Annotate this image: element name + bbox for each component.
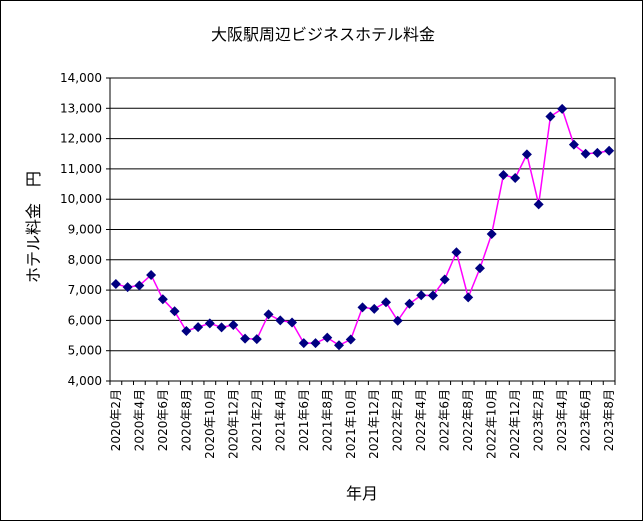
data-point <box>404 298 415 309</box>
x-tick-label: 2020年4月 <box>132 389 146 451</box>
data-point <box>557 103 568 114</box>
x-tick-label: 2022年12月 <box>508 389 522 459</box>
y-tick-label: 5,000 <box>68 344 102 358</box>
data-point <box>122 282 133 293</box>
y-tick-label: 12,000 <box>60 132 102 146</box>
x-tick-label: 2023年4月 <box>555 389 569 451</box>
x-tick-label: 2021年12月 <box>367 389 381 459</box>
x-tick-label: 2020年2月 <box>109 389 123 451</box>
data-point <box>592 147 603 158</box>
x-tick-label: 2021年2月 <box>250 389 264 451</box>
data-point <box>369 303 380 314</box>
x-tick-label: 2020年10月 <box>203 389 217 459</box>
data-point <box>157 294 168 305</box>
x-tick-label: 2022年2月 <box>391 389 405 451</box>
data-point <box>380 297 391 308</box>
y-tick-label: 11,000 <box>60 162 102 176</box>
data-point <box>439 274 450 285</box>
y-tick-label: 7,000 <box>68 283 102 297</box>
data-point <box>228 319 239 330</box>
data-point <box>357 302 368 313</box>
data-point <box>510 172 521 183</box>
data-point <box>181 326 192 337</box>
x-tick-label: 2021年10月 <box>344 389 358 459</box>
y-tick-label: 13,000 <box>60 101 102 115</box>
x-tick-label: 2022年10月 <box>485 389 499 459</box>
y-tick-label: 10,000 <box>60 192 102 206</box>
data-point <box>416 290 427 301</box>
data-point <box>498 169 509 180</box>
x-tick-label: 2020年6月 <box>156 389 170 451</box>
y-tick-label: 9,000 <box>68 223 102 237</box>
x-tick-label: 2021年4月 <box>273 389 287 451</box>
data-point <box>486 229 497 240</box>
data-point <box>310 338 321 349</box>
data-point <box>463 292 474 303</box>
y-tick-label: 8,000 <box>68 253 102 267</box>
y-tick-label: 14,000 <box>60 71 102 85</box>
chart-title: 大阪駅周辺ビジネスホテル料金 <box>211 25 435 44</box>
axes <box>106 77 616 385</box>
data-point <box>134 280 145 291</box>
x-tick-labels: 2020年2月 2020年4月 2020年6月 2020年8月 2020年10月 2020… <box>109 389 616 459</box>
x-tick-label: 2020年8月 <box>179 389 193 451</box>
x-tick-label: 2022年8月 <box>461 389 475 451</box>
x-tick-label: 2023年8月 <box>602 389 616 451</box>
data-point <box>263 309 274 320</box>
x-axis-title: 年月 <box>346 484 378 503</box>
data-point <box>169 306 180 317</box>
data-point <box>251 334 262 345</box>
x-tick-label: 2021年6月 <box>297 389 311 451</box>
x-tick-label: 2021年8月 <box>320 389 334 451</box>
data-point <box>580 148 591 159</box>
data-point <box>216 322 227 333</box>
data-point <box>392 315 403 326</box>
data-point <box>568 139 579 150</box>
data-point <box>474 263 485 274</box>
data-point <box>298 338 309 349</box>
data-point <box>287 317 298 328</box>
data-point <box>345 334 356 345</box>
data-point <box>146 269 157 280</box>
data-point <box>240 333 251 344</box>
data-point <box>322 332 333 343</box>
x-tick-label: 2023年6月 <box>579 389 593 451</box>
data-point <box>604 145 615 156</box>
data-point <box>521 149 532 160</box>
data-point <box>275 315 286 326</box>
plot-area-border <box>109 77 616 382</box>
data-point <box>545 111 556 122</box>
y-tick-label: 4,000 <box>68 374 102 388</box>
x-tick-label: 2022年4月 <box>414 389 428 451</box>
x-tick-label: 2023年2月 <box>532 389 546 451</box>
data-point <box>204 318 215 329</box>
y-axis-title: ホテル料金 円 <box>24 171 43 283</box>
y-tick-labels: 4,000 5,000 6,000 7,000 8,000 9,000 10,000 11,0… <box>60 71 102 388</box>
data-point <box>110 279 121 290</box>
data-point <box>334 340 345 351</box>
series-layer <box>110 103 615 351</box>
data-point <box>451 247 462 258</box>
data-point <box>427 290 438 301</box>
y-tick-label: 6,000 <box>68 313 102 327</box>
data-point <box>533 199 544 210</box>
x-tick-label: 2022年6月 <box>438 389 452 451</box>
x-tick-label: 2020年12月 <box>226 389 240 459</box>
data-point <box>193 322 204 333</box>
